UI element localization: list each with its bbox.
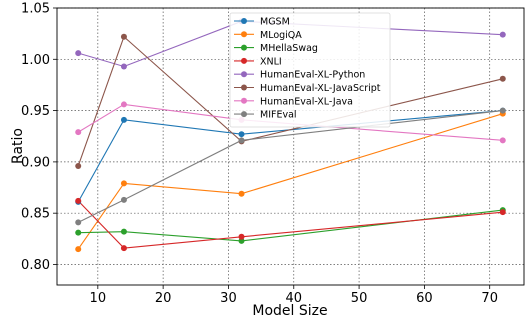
data-point-mhellaswag [120,228,127,235]
data-point-mhellaswag [238,237,245,244]
data-point-xnli [238,233,245,240]
y-axis-ticks: 0.80 0.85 0.90 0.95 1.00 1.05 [21,2,57,273]
legend-label: HumanEval-XL-JavaScript [260,83,381,94]
y-axis-label: Ratio [10,128,26,164]
legend-label: MIFEval [260,110,297,121]
data-point-humaneval-xl-javascript [120,33,127,40]
data-point-mifeval [238,137,245,144]
y-tick-label: 0.95 [21,104,50,119]
data-point-humaneval-xl-javascript [499,75,506,82]
x-tick-label: 40 [285,291,302,306]
legend-swatch-marker [241,111,247,118]
y-tick-label: 1.05 [21,2,50,17]
data-point-humaneval-xl-python [120,63,127,70]
data-point-mifeval [499,107,506,114]
series-line-humaneval-xl-java [77,103,503,141]
series-line-mlogiqa [77,113,503,250]
data-point-mlogiqa [120,180,127,187]
x-tick-label: 10 [90,291,107,306]
legend-swatch-marker [241,31,247,38]
legend-label: MHellaSwag [260,43,318,54]
x-tick-label: 20 [155,291,172,306]
legend-label: HumanEval-XL-Python [260,70,365,81]
data-point-mhellaswag [75,229,82,236]
x-tick-label: 70 [481,291,498,306]
x-axis-label: Model Size [252,303,327,319]
data-point-humaneval-xl-java [499,137,506,144]
data-point-mifeval [120,196,127,203]
data-point-humaneval-xl-python [75,50,82,57]
series-line-xnli [77,200,503,249]
data-point-xnli [120,245,127,252]
data-point-mlogiqa [75,246,82,253]
data-point-humaneval-xl-javascript [75,162,82,169]
data-point-mlogiqa [238,190,245,197]
series-markers [75,18,506,253]
data-point-xnli [499,209,506,216]
data-point-xnli [75,197,82,204]
plot-frame [56,7,525,286]
data-point-mgsm [120,116,127,123]
x-tick-label: 60 [416,291,433,306]
y-tick-label: 0.90 [21,155,50,170]
y-tick-label: 0.80 [21,258,50,273]
x-axis-ticks: 10 20 30 40 50 60 70 [90,285,498,306]
legend-swatch-marker [241,18,247,24]
x-tick-label: 50 [351,291,368,306]
series-line-mhellaswag [78,209,503,242]
legend-swatch-marker [241,84,247,91]
data-point-mifeval [75,219,82,226]
legend-swatch-marker [241,57,247,64]
data-point-humaneval-xl-java [75,129,82,136]
legend-label: XNLI [260,56,282,67]
legend-swatch-marker [241,97,247,104]
data-point-humaneval-xl-java [120,101,127,108]
legend-label: HumanEval-XL-Java [260,96,353,107]
data-point-humaneval-xl-python [499,31,506,38]
y-tick-label: 0.85 [21,207,50,222]
legend-label: MGSM [260,17,290,28]
x-tick-label: 30 [220,291,237,306]
legend: MGSM MLogiQA MHellaSwag XNLI HumanEval-XL-Py… [229,12,391,128]
legend-swatch-marker [241,44,247,51]
legend-box [229,12,391,128]
data-point-mgsm [238,131,245,138]
legend-label: MLogiQA [260,30,302,41]
y-tick-label: 1.00 [21,53,50,68]
legend-swatch-marker [241,71,247,78]
